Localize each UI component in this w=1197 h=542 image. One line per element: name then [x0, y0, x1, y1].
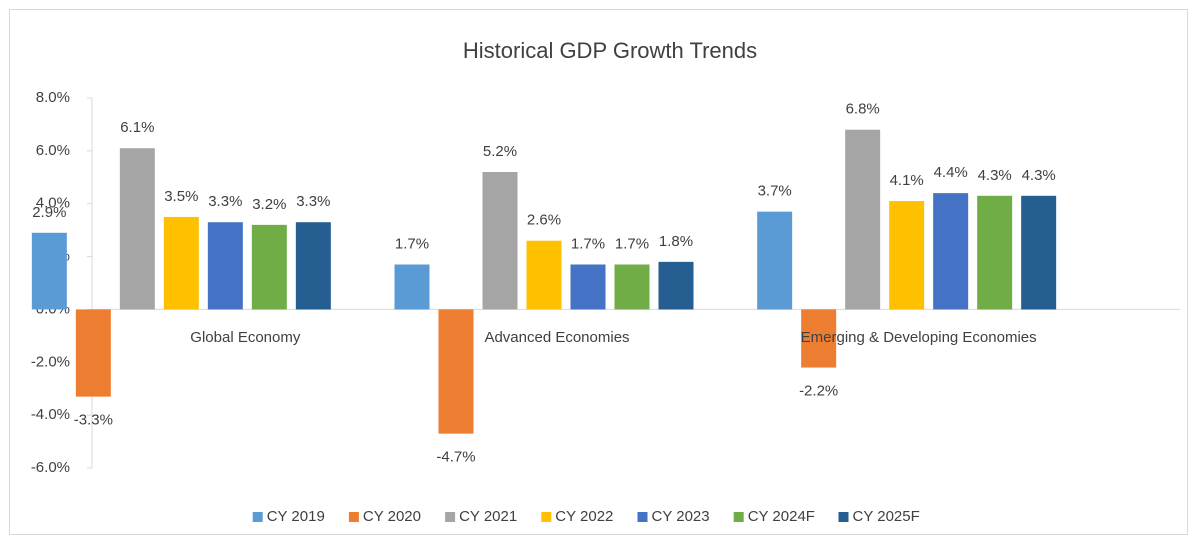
bar — [933, 193, 969, 310]
bar — [1021, 195, 1057, 310]
bar — [31, 232, 67, 310]
data-label: 3.2% — [252, 196, 286, 213]
y-tick-label: -6.0% — [31, 459, 70, 476]
data-label: 5.2% — [483, 143, 517, 160]
data-label: 1.7% — [571, 235, 605, 252]
data-label: 3.3% — [296, 193, 330, 210]
legend-label: CY 2024F — [748, 508, 815, 525]
bar — [801, 309, 837, 368]
data-label: 4.3% — [978, 167, 1012, 184]
data-label: 1.7% — [395, 235, 429, 252]
x-tick-label: Advanced Economies — [484, 329, 629, 346]
bar — [163, 216, 199, 310]
data-label: 4.3% — [1022, 167, 1056, 184]
y-tick-label: 4.0% — [36, 195, 70, 212]
bar — [614, 264, 650, 310]
data-label: 1.7% — [615, 235, 649, 252]
legend-swatch — [637, 512, 648, 522]
bar — [207, 222, 243, 310]
data-label: 3.3% — [208, 193, 242, 210]
data-label: 3.5% — [164, 188, 198, 205]
y-tick-label: -4.0% — [31, 406, 70, 423]
legend-label: CY 2022 — [555, 508, 613, 525]
bar — [845, 129, 881, 310]
data-label: 2.9% — [32, 204, 66, 221]
bar — [394, 264, 430, 310]
legend-label: CY 2019 — [267, 508, 325, 525]
bar — [438, 309, 474, 434]
legend-label: CY 2021 — [459, 508, 517, 525]
bar — [658, 261, 694, 310]
bar — [570, 264, 606, 310]
bar — [75, 309, 111, 397]
data-label: -4.7% — [436, 449, 475, 466]
legend-swatch — [838, 512, 849, 522]
data-label: 1.8% — [659, 233, 693, 250]
bar — [977, 195, 1013, 310]
y-tick-label: 6.0% — [36, 142, 70, 159]
data-label: 2.6% — [527, 212, 561, 229]
legend-swatch — [348, 512, 359, 522]
x-tick-label: Emerging & Developing Economies — [801, 329, 1037, 346]
legend-label: CY 2023 — [652, 508, 710, 525]
x-tick-label: Global Economy — [190, 329, 301, 346]
chart-title: Historical GDP Growth Trends — [463, 38, 757, 63]
bar — [757, 211, 793, 310]
data-label: 3.7% — [758, 183, 792, 200]
data-label: 4.1% — [890, 172, 924, 189]
bar — [295, 222, 331, 310]
data-label: -2.2% — [799, 383, 838, 400]
legend-swatch — [445, 512, 456, 522]
bar — [889, 201, 925, 310]
data-label: 4.4% — [934, 164, 968, 181]
legend-label: CY 2020 — [363, 508, 421, 525]
data-label: 6.1% — [120, 119, 154, 136]
bar — [482, 172, 518, 310]
data-label: 6.8% — [846, 101, 880, 118]
y-tick-label: 8.0% — [36, 89, 70, 106]
legend-swatch — [733, 512, 744, 522]
legend-label: CY 2025F — [853, 508, 920, 525]
legend-swatch — [252, 512, 263, 522]
bar — [251, 224, 287, 310]
y-tick-label: -2.0% — [31, 353, 70, 370]
bar — [119, 148, 155, 310]
bar — [526, 240, 562, 310]
legend-swatch — [541, 512, 552, 522]
data-label: -3.3% — [74, 412, 113, 429]
